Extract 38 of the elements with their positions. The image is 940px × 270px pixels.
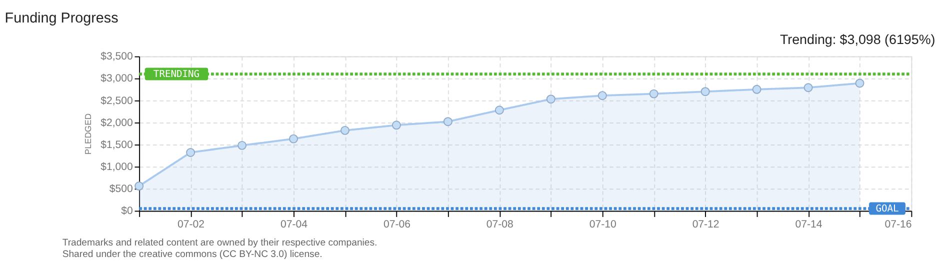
point <box>752 84 762 94</box>
y-tick-label: $500 <box>109 183 133 196</box>
x-tick-label: 07-12 <box>692 218 720 231</box>
y-tick-label: $1,000 <box>100 160 133 173</box>
y-tick-label: $0 <box>121 205 133 218</box>
point <box>546 94 556 104</box>
point <box>134 182 144 191</box>
text: Trending: $3,098 (6195%) <box>780 32 936 47</box>
y-tick-label: $3,500 <box>100 50 133 63</box>
ref-line-label: GOAL <box>876 203 900 214</box>
x-tick-label: 07-08 <box>486 218 514 231</box>
y-tick-label: $1,500 <box>100 138 133 151</box>
point <box>494 106 504 115</box>
x-tick-label: 07-16 <box>884 218 912 231</box>
point <box>649 89 658 98</box>
point <box>186 148 196 157</box>
point <box>443 117 452 126</box>
x-tick-label: 07-14 <box>795 218 822 231</box>
y-tick-label: $2,000 <box>100 116 133 129</box>
point <box>392 120 401 130</box>
point <box>804 83 813 92</box>
point <box>700 87 710 96</box>
point <box>340 126 350 135</box>
point <box>238 140 247 150</box>
ref-line-label: TRENDING <box>153 68 200 80</box>
chart-title: Funding Progress <box>4 10 118 27</box>
x-tick-label: 07-10 <box>589 218 616 231</box>
x-tick-label: 07-02 <box>178 218 205 231</box>
y-tick-label: $3,000 <box>100 72 133 85</box>
x-tick-label: 07-06 <box>383 218 411 231</box>
text: Shared under the creative commons (CC BY-NC 3.0) license. <box>62 248 322 260</box>
point <box>598 91 607 100</box>
point <box>289 134 298 144</box>
text: Trademarks and related content are owned by their respective companies. <box>62 237 378 248</box>
y-tick-label: $2,500 <box>100 94 133 107</box>
y-axis-title: PLEDGED <box>82 113 93 155</box>
x-tick-label: 07-04 <box>280 218 308 231</box>
point <box>855 78 864 88</box>
